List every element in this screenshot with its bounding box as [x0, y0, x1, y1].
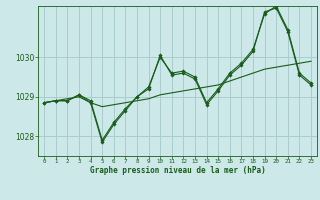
X-axis label: Graphe pression niveau de la mer (hPa): Graphe pression niveau de la mer (hPa) [90, 166, 266, 175]
